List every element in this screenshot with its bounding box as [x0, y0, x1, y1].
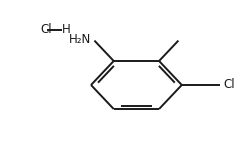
- Text: H: H: [62, 23, 71, 36]
- Text: H₂N: H₂N: [69, 33, 92, 46]
- Text: Cl: Cl: [223, 78, 235, 92]
- Text: Cl: Cl: [40, 23, 51, 36]
